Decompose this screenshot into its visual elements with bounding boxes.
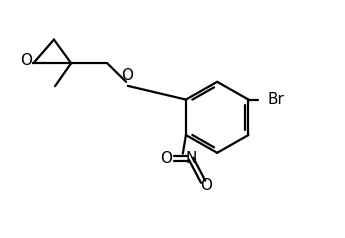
Text: Br: Br: [268, 92, 285, 107]
Text: N: N: [185, 151, 197, 166]
Text: O: O: [20, 53, 32, 68]
Text: O: O: [160, 151, 172, 166]
Text: O: O: [200, 178, 213, 193]
Text: O: O: [121, 68, 133, 83]
